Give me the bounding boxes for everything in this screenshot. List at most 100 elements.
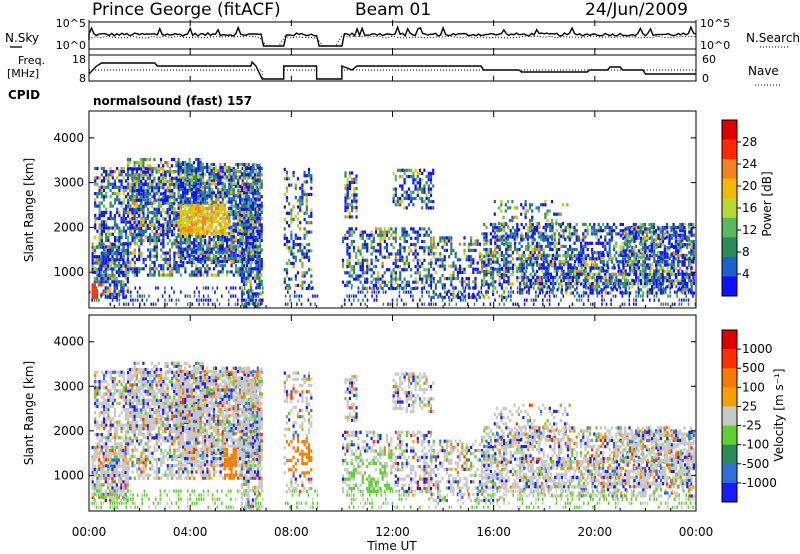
range-cell [98, 207, 101, 211]
range-cell [288, 224, 291, 228]
range-cell [230, 206, 233, 210]
range-cell [129, 251, 132, 255]
range-cell [285, 174, 289, 178]
range-cell [555, 251, 558, 255]
range-cell [168, 189, 171, 193]
range-cell [619, 279, 622, 283]
range-cell [558, 241, 561, 245]
range-cell [470, 255, 473, 259]
range-cell [173, 185, 176, 189]
range-cell [124, 223, 128, 227]
range-cell [390, 243, 393, 247]
range-cell [610, 238, 613, 242]
range-cell [492, 266, 495, 270]
range-cell [441, 258, 444, 262]
range-cell [113, 280, 116, 284]
range-cell [153, 260, 156, 265]
range-cell [197, 170, 200, 174]
range-cell [632, 266, 635, 270]
range-cell [580, 241, 583, 245]
range-cell [105, 226, 108, 230]
range-cell [562, 232, 565, 236]
range-cell [344, 196, 347, 200]
range-cell [131, 201, 134, 205]
range-cell [474, 242, 477, 246]
range-cell [173, 264, 176, 268]
range-cell [102, 264, 105, 268]
range-cell [221, 175, 224, 179]
range-cell [245, 166, 248, 171]
range-cell [181, 181, 185, 185]
range-cell [188, 162, 191, 167]
range-cell [529, 251, 532, 255]
range-cell [155, 220, 158, 224]
range-cell [168, 207, 172, 211]
range-cell [560, 273, 563, 277]
range-cell [621, 260, 624, 264]
range-cell [208, 228, 211, 232]
range-cell [117, 242, 121, 246]
range-cell [100, 223, 103, 227]
range-cell [111, 170, 114, 174]
range-cell [153, 192, 156, 196]
range-cell [485, 292, 488, 296]
range-cell [418, 178, 422, 182]
range-cell [159, 226, 163, 231]
range-cell [643, 282, 646, 286]
range-cell [418, 187, 422, 191]
range-cell [560, 279, 563, 283]
range-cell [555, 257, 558, 261]
range-cell [249, 260, 252, 265]
range-cell [303, 280, 306, 284]
range-cell [221, 220, 224, 224]
range-cell [652, 238, 655, 242]
range-cell [310, 177, 313, 181]
range-cell [144, 188, 147, 192]
nsky-label: N.Sky [5, 31, 39, 45]
range-cell [228, 222, 231, 226]
range-cell [96, 229, 99, 233]
range-cell [175, 223, 178, 227]
range-cell [403, 227, 406, 231]
range-cell [357, 258, 360, 262]
range-cell [192, 238, 196, 242]
range-cell [236, 231, 240, 235]
range-cell [619, 235, 622, 239]
range-cell [104, 270, 107, 274]
range-cell [208, 219, 211, 223]
range-cell [247, 206, 251, 210]
range-cell [223, 217, 227, 221]
range-cell [146, 248, 150, 252]
range-cell [610, 229, 613, 233]
range-cell [613, 229, 616, 233]
range-cell [175, 239, 178, 243]
range-cell [184, 270, 187, 274]
range-cell [285, 196, 289, 200]
range-cell [164, 251, 167, 255]
range-cell [252, 239, 255, 243]
range-cell [439, 258, 442, 262]
range-cell [500, 273, 503, 277]
range-cell [237, 170, 240, 174]
range-cell [210, 247, 213, 251]
range-cell [394, 286, 397, 291]
range-cell [379, 230, 382, 234]
range-cell [621, 273, 624, 277]
range-cell [307, 243, 311, 247]
range-cell [503, 242, 506, 246]
range-cell [258, 279, 261, 283]
range-cell [571, 232, 574, 236]
range-cell [577, 251, 580, 255]
range-cell [344, 202, 347, 206]
range-cell [118, 232, 121, 236]
range-cell [254, 209, 257, 214]
range-cell [383, 246, 386, 250]
range-cell [260, 260, 263, 265]
range-cell [212, 229, 216, 233]
range-cell [641, 232, 644, 236]
range-cell [646, 282, 649, 286]
range-cell [421, 178, 424, 182]
range-cell [388, 286, 391, 291]
range-cell [113, 258, 116, 262]
range-cell [131, 192, 134, 196]
